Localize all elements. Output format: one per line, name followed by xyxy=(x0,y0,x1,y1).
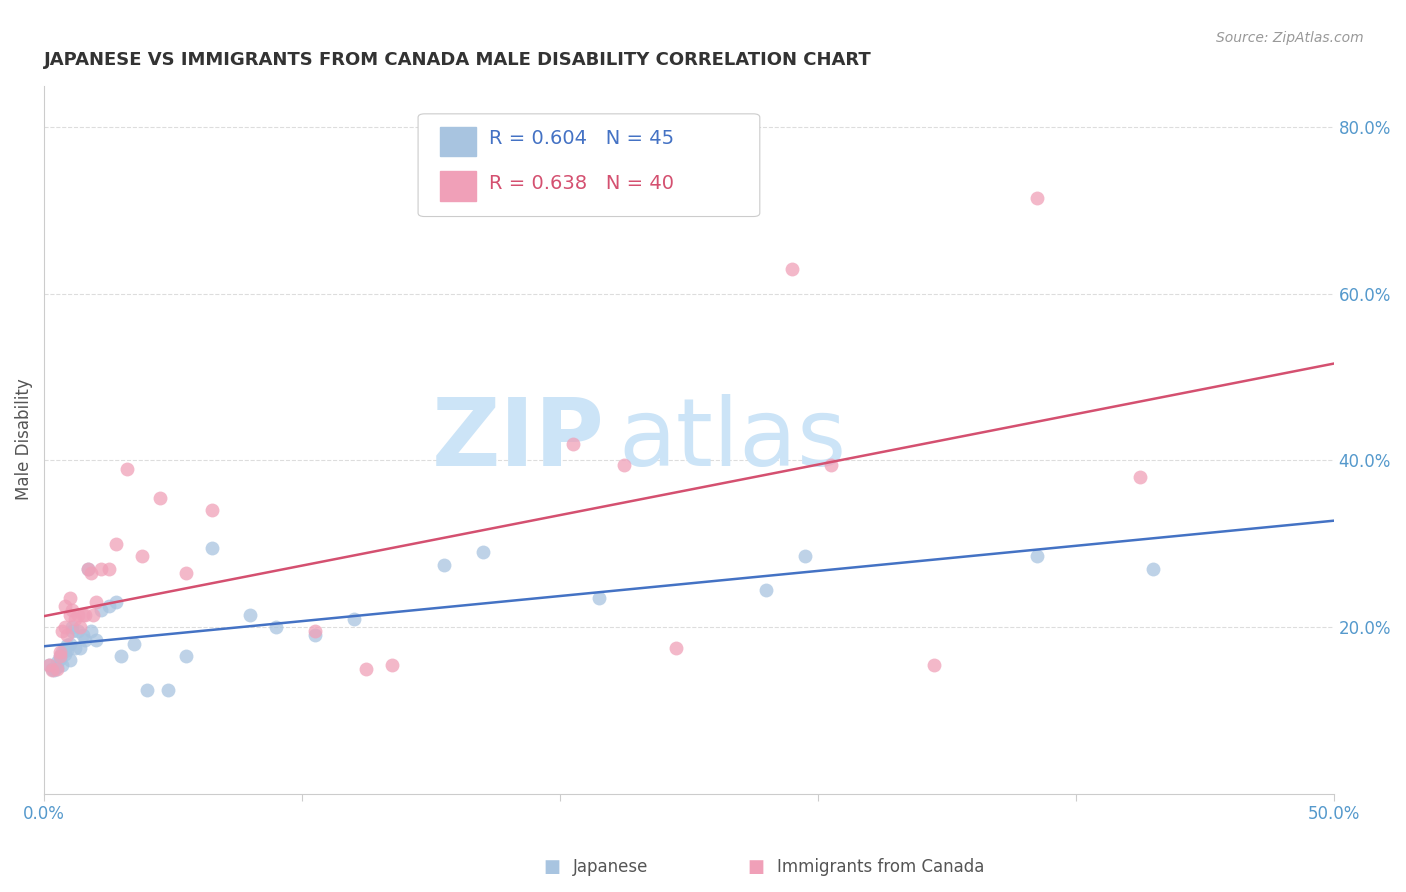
Point xyxy=(53,640,76,655)
Point xyxy=(63,612,86,626)
Point xyxy=(44,664,66,678)
Point xyxy=(90,562,112,576)
Text: R = 0.638   N = 40: R = 0.638 N = 40 xyxy=(489,174,673,193)
Point xyxy=(59,637,82,651)
Point xyxy=(381,657,404,672)
Point xyxy=(105,595,128,609)
Point xyxy=(84,595,107,609)
Point xyxy=(613,458,636,472)
Point xyxy=(72,607,94,622)
Point xyxy=(149,491,172,505)
Point xyxy=(201,541,224,555)
Point xyxy=(84,632,107,647)
Point xyxy=(48,649,70,664)
Y-axis label: Male Disability: Male Disability xyxy=(15,379,32,500)
Point xyxy=(41,664,63,678)
Point xyxy=(48,645,70,659)
Point xyxy=(755,582,778,597)
Point xyxy=(56,639,79,653)
Point xyxy=(79,566,101,580)
Point xyxy=(97,562,120,576)
Text: Immigrants from Canada: Immigrants from Canada xyxy=(776,858,984,876)
Point xyxy=(38,657,60,672)
Point xyxy=(62,603,84,617)
Point xyxy=(46,662,69,676)
Bar xyxy=(440,171,477,201)
Point xyxy=(59,591,82,605)
Point xyxy=(62,624,84,639)
Point xyxy=(174,566,197,580)
Point xyxy=(588,591,610,605)
Point xyxy=(69,640,91,655)
Point xyxy=(48,649,70,664)
Point xyxy=(53,599,76,614)
Point xyxy=(174,649,197,664)
Point xyxy=(136,682,159,697)
Point xyxy=(66,607,89,622)
Point xyxy=(471,545,494,559)
Point xyxy=(110,649,132,664)
Text: ■: ■ xyxy=(747,858,765,876)
Point xyxy=(342,612,364,626)
Point xyxy=(264,620,287,634)
Point xyxy=(46,660,69,674)
Point xyxy=(48,651,70,665)
Bar xyxy=(440,127,477,156)
Point xyxy=(156,682,179,697)
Point xyxy=(56,643,79,657)
Point xyxy=(79,624,101,639)
Point xyxy=(59,653,82,667)
Point xyxy=(66,624,89,639)
Point xyxy=(124,637,146,651)
Point xyxy=(51,657,73,672)
Text: ZIP: ZIP xyxy=(432,393,605,485)
Point xyxy=(304,624,326,639)
Point xyxy=(201,503,224,517)
Point xyxy=(561,436,583,450)
Point xyxy=(433,558,456,572)
Point xyxy=(41,662,63,676)
Point xyxy=(77,562,100,576)
Point xyxy=(922,657,945,672)
Point xyxy=(90,603,112,617)
Point xyxy=(56,628,79,642)
Point xyxy=(793,549,815,564)
Point xyxy=(820,458,842,472)
Text: JAPANESE VS IMMIGRANTS FROM CANADA MALE DISABILITY CORRELATION CHART: JAPANESE VS IMMIGRANTS FROM CANADA MALE … xyxy=(44,51,872,69)
Point xyxy=(82,607,104,622)
Point xyxy=(356,662,378,676)
Point xyxy=(1026,549,1049,564)
Point xyxy=(53,647,76,661)
Point xyxy=(780,261,803,276)
Text: ■: ■ xyxy=(543,858,561,876)
Point xyxy=(75,607,97,622)
Point xyxy=(51,624,73,639)
Point xyxy=(53,620,76,634)
Point xyxy=(69,620,91,634)
Text: Source: ZipAtlas.com: Source: ZipAtlas.com xyxy=(1216,31,1364,45)
Point xyxy=(63,640,86,655)
Point xyxy=(75,632,97,647)
Point xyxy=(304,628,326,642)
Point xyxy=(38,657,60,672)
Point xyxy=(1142,562,1164,576)
Point xyxy=(239,607,262,622)
Point xyxy=(72,628,94,642)
Point xyxy=(665,640,688,655)
Point xyxy=(77,562,100,576)
Point xyxy=(131,549,153,564)
Text: R = 0.604   N = 45: R = 0.604 N = 45 xyxy=(489,129,673,148)
Point xyxy=(105,537,128,551)
Point xyxy=(1026,191,1049,205)
Point xyxy=(59,607,82,622)
Point xyxy=(51,645,73,659)
Point xyxy=(46,655,69,669)
Point xyxy=(62,620,84,634)
Point xyxy=(115,462,138,476)
Point xyxy=(1129,470,1152,484)
Text: Japanese: Japanese xyxy=(574,858,648,876)
Point xyxy=(97,599,120,614)
Text: atlas: atlas xyxy=(619,393,846,485)
FancyBboxPatch shape xyxy=(418,114,759,217)
